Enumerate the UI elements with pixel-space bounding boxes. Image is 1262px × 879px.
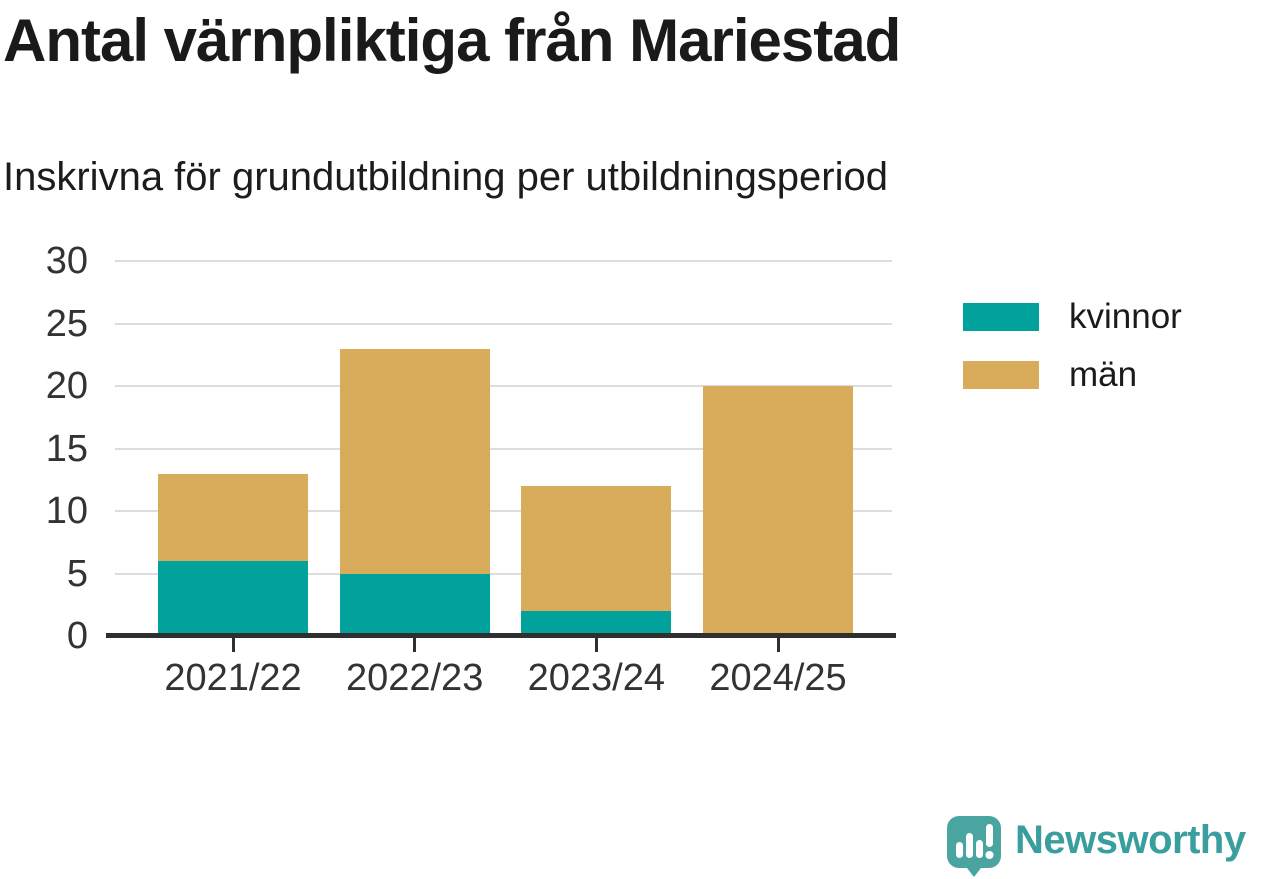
bar-2023-24-män: [521, 486, 672, 611]
x-axis-tick-label: 2023/24: [527, 657, 666, 699]
newsworthy-wordmark: Newsworthy: [1015, 818, 1246, 862]
chart-subtitle: Inskrivna för grundutbildning per utbild…: [3, 155, 888, 199]
x-axis-tick-label: 2024/25: [709, 657, 847, 699]
x-axis-tick-label: 2022/23: [345, 657, 484, 699]
y-axis-tick-label: 5: [66, 552, 88, 595]
bar-2021-22-män: [158, 473, 308, 561]
gridline-y20: [115, 385, 892, 387]
x-axis-tick: [776, 638, 780, 652]
legend-swatch-män: [963, 360, 1039, 389]
legend-label-män: män: [1069, 354, 1138, 394]
y-axis-tick-label: 30: [45, 240, 88, 282]
y-axis-tick-label: 15: [45, 427, 88, 470]
bar-2024-25-män: [703, 386, 853, 636]
bar-2021-22-kvinnor: [158, 561, 308, 636]
x-axis-tick-label: 2021/22: [164, 657, 302, 699]
y-axis-tick-label: 10: [45, 490, 88, 532]
x-axis-tick: [594, 638, 598, 652]
y-axis-tick-label: 25: [45, 302, 88, 345]
newsworthy-logo: Newsworthy: [945, 814, 1262, 878]
bar-2022-23-kvinnor: [339, 573, 490, 636]
x-axis-tick: [231, 638, 235, 652]
x-axis-tick: [413, 638, 417, 652]
gridline-y15: [115, 447, 892, 450]
bar-2022-23-män: [339, 348, 490, 574]
x-axis-line: [106, 633, 896, 638]
gridline-y30: [115, 260, 892, 262]
y-axis-tick-label: 20: [45, 365, 88, 407]
chart-title: Antal värnpliktiga från Mariestad: [3, 7, 901, 74]
gridline-y10: [115, 510, 892, 512]
legend-swatch-kvinnor: [963, 303, 1039, 331]
y-axis-tick-label: 0: [66, 615, 88, 657]
gridline-y25: [115, 322, 892, 325]
legend-label-kvinnor: kvinnor: [1069, 297, 1182, 336]
newsworthy-chart-bubble-icon: [947, 816, 1001, 877]
gridline-y5: [115, 572, 892, 575]
bar-2023-24-kvinnor: [521, 611, 672, 636]
